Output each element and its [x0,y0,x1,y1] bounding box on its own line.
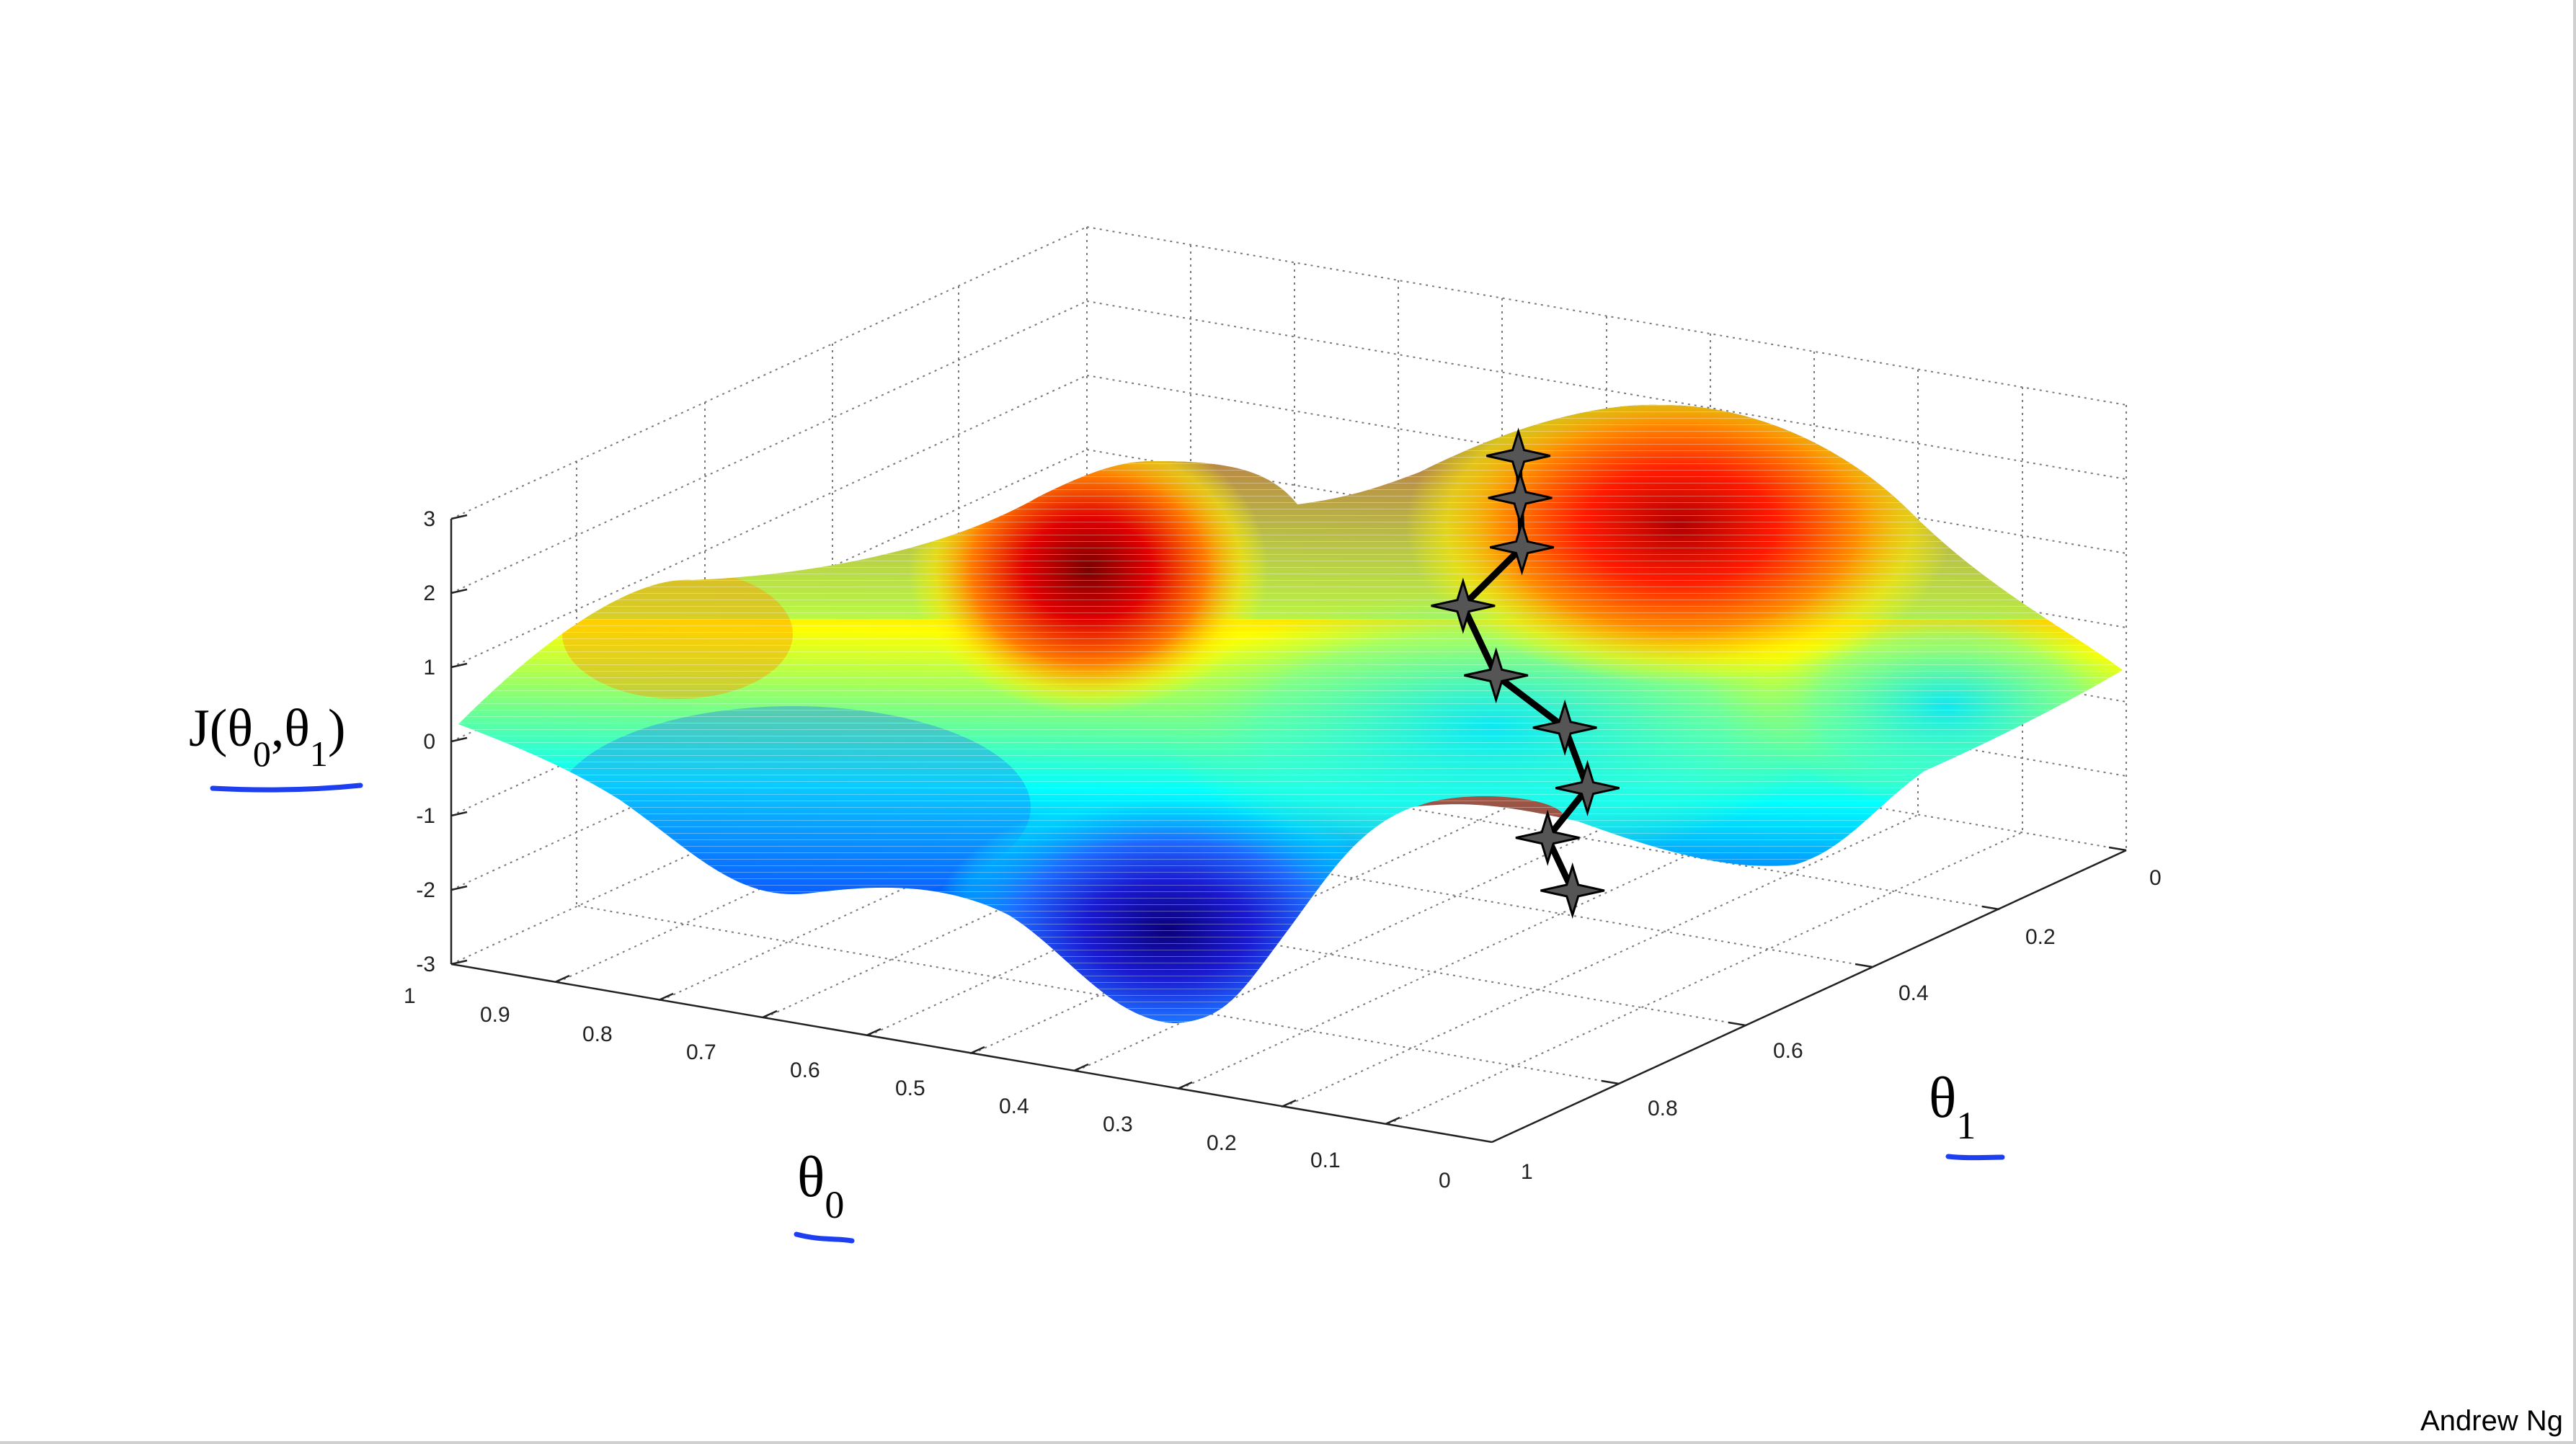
z-tick-label: 2 [423,581,435,605]
descent-step-marker [1532,699,1597,756]
descent-step-marker [1488,469,1553,527]
y-tick-label: 0.6 [1773,1039,1803,1063]
descent-step-marker [1490,519,1555,576]
slide-frame-right [2573,0,2576,1444]
y-tick-label: 0.4 [1898,981,1929,1005]
descent-step-marker [1515,809,1580,866]
x-tick-label: 0.5 [895,1077,925,1100]
z-tick-label: 0 [423,730,435,754]
z-axis-label: J(θ0,θ1) [189,699,346,774]
y-tick-label: 0.2 [2025,925,2056,949]
z-tick-label: 1 [423,656,435,679]
x-tick-label: 0.3 [1103,1113,1133,1136]
descent-step-marker [1555,759,1620,816]
x-tick-label: 0.2 [1207,1131,1237,1155]
z-tick-label: 3 [423,507,435,531]
x-tick-label: 0.9 [480,1003,510,1027]
x-tick-label: 0 [1439,1169,1451,1193]
y-tick-labels: 0 0.2 0.4 0.6 0.8 1 [1521,866,2162,1184]
x-tick-label: 1 [404,984,416,1008]
x-tick-label: 0.1 [1310,1149,1341,1172]
y-tick-label: 0 [2149,866,2162,890]
axes-frame [450,514,2127,1144]
x-tick-label: 0.6 [790,1059,820,1082]
y-label-underline [1945,1154,2005,1161]
x-tick-label: 0.4 [999,1095,1029,1118]
z-tick-label: -2 [416,878,435,902]
descent-step-marker [1431,577,1496,634]
gradient-descent-path [1431,427,1620,919]
descent-step-marker [1540,862,1605,919]
z-tick-label: -1 [416,804,435,828]
x-tick-label: 0.8 [582,1022,613,1046]
author-credit: Andrew Ng [2420,1405,2563,1437]
slide-frame-bottom [0,1441,2576,1444]
y-tick-label: 1 [1521,1160,1533,1184]
x-tick-label: 0.7 [686,1040,716,1064]
y-axis-label: θ1 [1929,1066,1976,1147]
z-label-underline [210,783,363,793]
z-tick-labels: 3 2 1 0 -1 -2 -3 [416,507,435,976]
cost-surface [458,404,2123,1023]
x-tick-labels: 1 0.9 0.8 0.7 0.6 0.5 0.4 0.3 0.2 0.1 0 [404,984,1451,1193]
y-tick-label: 0.8 [1648,1097,1678,1120]
x-label-underline [794,1231,855,1244]
x-axis-label: θ0 [797,1146,844,1226]
descent-step-marker [1464,647,1529,704]
z-tick-label: -3 [416,953,435,976]
